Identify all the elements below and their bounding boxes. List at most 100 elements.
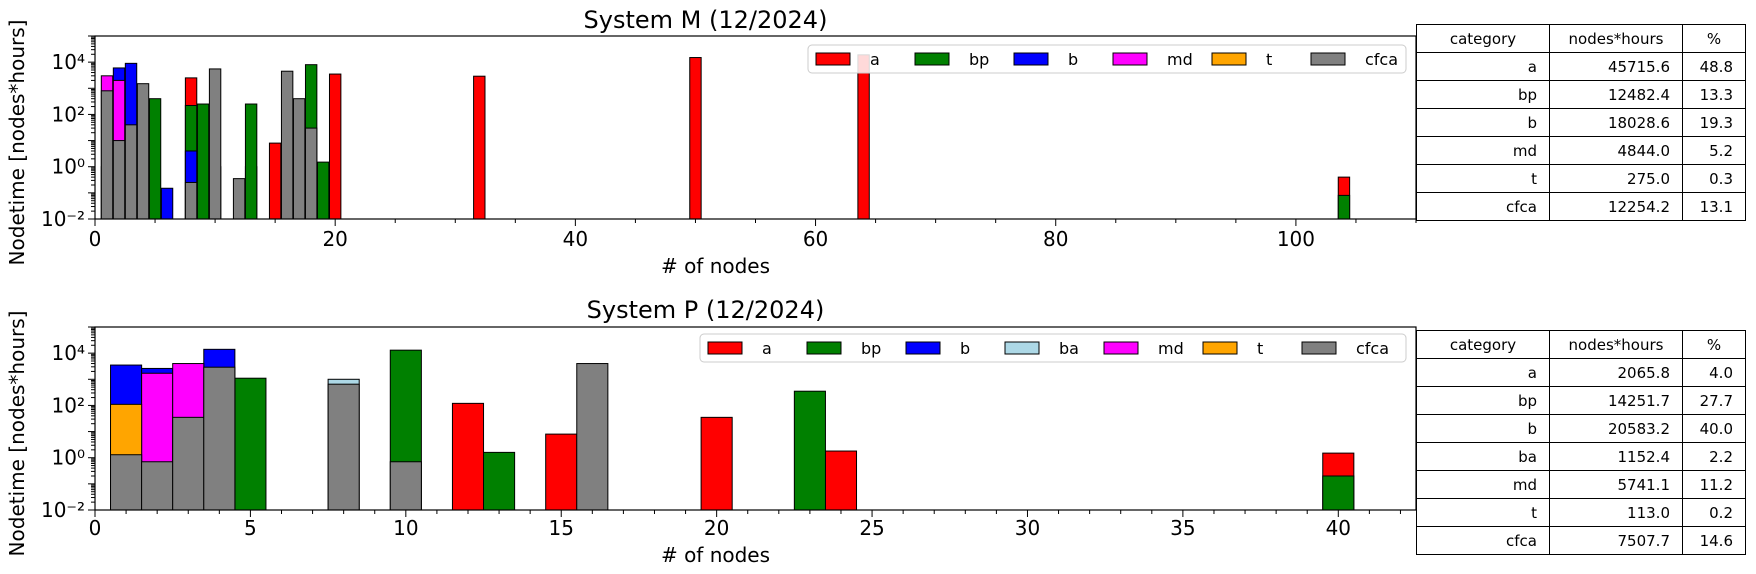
table-cell-category: t — [1416, 164, 1550, 193]
bar-bp — [1322, 475, 1355, 511]
table-cell-nodehours: 18028.6 — [1549, 108, 1683, 137]
y-tick-label: 10⁻² — [41, 498, 85, 522]
bar-bp — [234, 377, 267, 511]
table-cell-percent: 48.8 — [1682, 52, 1746, 81]
x-tick-label: 10 — [393, 516, 418, 540]
table-cell-category: bp — [1416, 80, 1550, 109]
table-row: cfca 7507.7 14.6 — [1416, 526, 1746, 555]
legend-label-md: md — [1167, 50, 1193, 69]
table-cell-category: md — [1416, 136, 1550, 165]
table-row: bp 14251.7 27.7 — [1416, 386, 1746, 415]
legend-label-bp: bp — [969, 50, 989, 69]
x-tick-label: 0 — [89, 227, 102, 251]
bar-cfca — [141, 461, 174, 511]
table-header-row: category nodes*hours % — [1416, 330, 1746, 359]
table-cell-nodehours: 12482.4 — [1549, 80, 1683, 109]
legend-swatch-md — [1103, 341, 1139, 355]
legend-label-cfca: cfca — [1356, 339, 1389, 358]
legend-label-cfca: cfca — [1365, 50, 1398, 69]
bar-cfca — [110, 454, 143, 511]
x-tick-label: 5 — [244, 516, 257, 540]
bar-a — [473, 75, 486, 220]
legend-swatch-bp — [806, 341, 842, 355]
legend-swatch-b — [1013, 52, 1049, 66]
table-cell-category: b — [1416, 414, 1550, 443]
table-cell-nodehours: 4844.0 — [1549, 136, 1683, 165]
x-tick-label: 25 — [859, 516, 884, 540]
y-tick-label: 10⁴ — [52, 341, 85, 365]
table-cell-category: b — [1416, 108, 1550, 137]
legend-label-t: t — [1257, 339, 1263, 358]
legend-swatch-cfca — [1301, 341, 1337, 355]
bar-cfca — [292, 98, 306, 220]
y-tick-label: 10⁰ — [52, 155, 85, 179]
x-tick-label: 60 — [803, 227, 828, 251]
table-cell-percent: 19.3 — [1682, 108, 1746, 137]
y-axis-label: Nodetime [nodes*hours] — [5, 311, 29, 557]
legend-box — [807, 44, 1407, 74]
legend-swatch-b — [905, 341, 941, 355]
legend-swatch-cfca — [1310, 52, 1346, 66]
y-tick-label: 10² — [52, 102, 85, 126]
bar-a — [545, 433, 578, 511]
legend-swatch-a — [707, 341, 743, 355]
table-cell-nodehours: 14251.7 — [1549, 386, 1683, 415]
x-tick-label: 35 — [1170, 516, 1195, 540]
legend-label-md: md — [1158, 339, 1184, 358]
table-row: t 275.0 0.3 — [1416, 164, 1746, 193]
table-header-nodehours: nodes*hours — [1549, 330, 1683, 359]
bar-a — [689, 57, 702, 220]
table-cell-category: cfca — [1416, 192, 1550, 221]
chart-title: System M (12/2024) — [584, 6, 828, 34]
table-cell-percent: 14.6 — [1682, 526, 1746, 555]
x-tick-label: 40 — [1326, 516, 1351, 540]
table-cell-nodehours: 12254.2 — [1549, 192, 1683, 221]
bar-cfca — [100, 90, 114, 220]
y-tick-label: 10⁴ — [52, 50, 85, 74]
bar-cfca — [124, 124, 138, 220]
table-header-category: category — [1416, 24, 1550, 53]
table-cell-nodehours: 45715.6 — [1549, 52, 1683, 81]
bar-bp — [1337, 194, 1351, 220]
bar-bp — [793, 390, 826, 511]
table-cell-category: cfca — [1416, 526, 1550, 555]
bar-a — [857, 54, 870, 220]
legend-label-ba: ba — [1059, 339, 1079, 358]
bar-a — [451, 402, 485, 511]
legend-swatch-md — [1112, 52, 1148, 66]
x-tick-label: 80 — [1043, 227, 1068, 251]
table-row: a 45715.6 48.8 — [1416, 52, 1746, 81]
x-tick-label: 30 — [1015, 516, 1040, 540]
x-tick-label: 15 — [549, 516, 574, 540]
table-cell-category: a — [1416, 52, 1550, 81]
bar-cfca — [208, 68, 222, 220]
table-cell-nodehours: 2065.8 — [1549, 358, 1683, 387]
bar-bp — [148, 98, 162, 220]
x-axis-label: # of nodes — [661, 543, 770, 567]
y-axis-label: Nodetime [nodes*hours] — [5, 20, 29, 266]
bar-cfca — [576, 363, 609, 511]
bar-bp — [316, 161, 330, 220]
table-cell-percent: 4.0 — [1682, 358, 1746, 387]
table-cell-percent: 13.1 — [1682, 192, 1746, 221]
table-cell-nodehours: 5741.1 — [1549, 470, 1683, 499]
bar-bp — [244, 103, 258, 220]
x-tick-label: 40 — [563, 227, 588, 251]
x-tick-label: 20 — [322, 227, 347, 251]
x-axis-label: # of nodes — [661, 254, 770, 278]
bar-cfca — [232, 178, 246, 220]
legend-swatch-t — [1202, 341, 1238, 355]
table-header-category: category — [1416, 330, 1550, 359]
table-cell-category: md — [1416, 470, 1550, 499]
table-header-row: category nodes*hours % — [1416, 24, 1746, 53]
table-row: a 2065.8 4.0 — [1416, 358, 1746, 387]
bar-bp — [196, 103, 210, 220]
table-cell-category: t — [1416, 498, 1550, 527]
table-cell-category: a — [1416, 358, 1550, 387]
legend-label-t: t — [1266, 50, 1272, 69]
y-tick-label: 10⁰ — [52, 446, 85, 470]
legend-swatch-a — [815, 52, 851, 66]
table-cell-nodehours: 1152.4 — [1549, 442, 1683, 471]
bar-bp — [483, 451, 516, 511]
table-row: t 113.0 0.2 — [1416, 498, 1746, 527]
